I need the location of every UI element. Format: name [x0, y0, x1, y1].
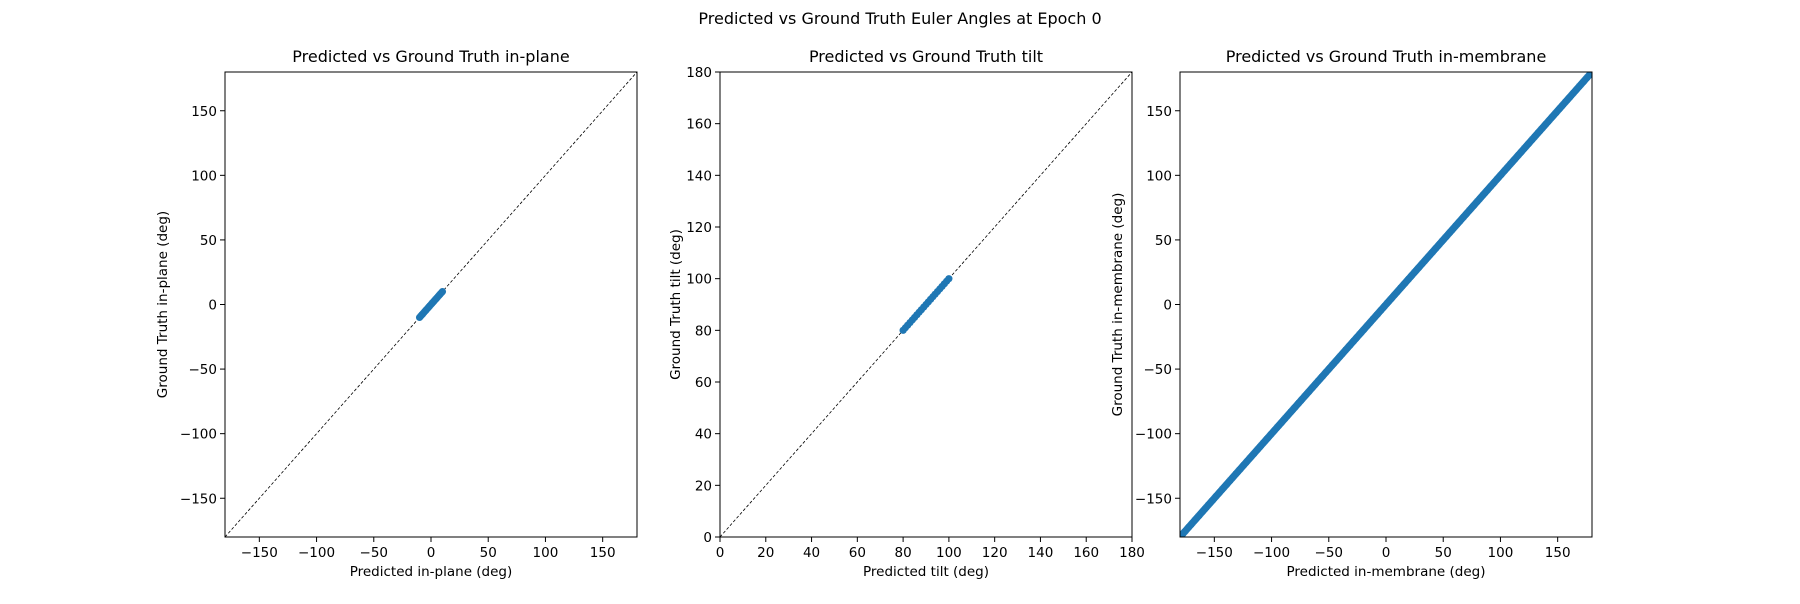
y-tick-label: 140 — [686, 168, 712, 184]
subplot-tilt: Predicted vs Ground Truth tilt Predicted… — [668, 47, 1145, 580]
subplot-title: Predicted vs Ground Truth in-membrane — [1226, 47, 1547, 66]
y-tick-label: 0 — [703, 530, 712, 546]
y-tick-label: −150 — [180, 491, 217, 507]
y-tick-label: 120 — [686, 220, 712, 236]
x-tick-label: −100 — [298, 545, 335, 561]
y-tick-label: 0 — [1163, 298, 1172, 314]
x-tick-label: 100 — [936, 545, 962, 561]
subplot-in-membrane: Predicted vs Ground Truth in-membrane Pr… — [1110, 47, 1593, 580]
x-tick-label: 140 — [1028, 545, 1054, 561]
scatter-points — [1180, 72, 1592, 537]
y-tick-label: −100 — [1135, 427, 1172, 443]
x-tick-label: 50 — [1435, 545, 1452, 561]
x-tick-label: −150 — [1196, 545, 1233, 561]
x-tick-label: 160 — [1073, 545, 1099, 561]
y-axis-label: Ground Truth in-membrane (deg) — [1110, 193, 1126, 417]
y-tick-label: 80 — [695, 323, 712, 339]
scatter-point — [1588, 72, 1592, 76]
x-tick-label: 40 — [803, 545, 820, 561]
y-tick-label: 100 — [686, 272, 712, 288]
x-tick-label: 20 — [757, 545, 774, 561]
y-tick-label: −50 — [1144, 362, 1173, 378]
y-tick-label: 0 — [208, 298, 217, 314]
scatter-points — [899, 275, 953, 334]
y-tick-label: 60 — [695, 375, 712, 391]
x-tick-label: 150 — [1545, 545, 1571, 561]
y-tick-label: 150 — [191, 104, 217, 120]
y-tick-label: 100 — [1146, 168, 1172, 184]
scatter-point — [945, 275, 953, 283]
subplot-in-plane: Predicted vs Ground Truth in-plane Predi… — [155, 47, 638, 580]
y-tick-label: 50 — [200, 233, 217, 249]
x-tick-label: 100 — [1488, 545, 1514, 561]
y-tick-label: 40 — [695, 427, 712, 443]
x-tick-label: −50 — [360, 545, 389, 561]
y-tick-label: −50 — [189, 362, 218, 378]
figure-suptitle: Predicted vs Ground Truth Euler Angles a… — [698, 9, 1101, 28]
subplot-title: Predicted vs Ground Truth tilt — [809, 47, 1043, 66]
y-tick-label: 50 — [1155, 233, 1172, 249]
y-tick-label: −100 — [180, 427, 217, 443]
axes-frame — [719, 71, 1133, 538]
x-tick-label: 0 — [427, 545, 436, 561]
x-tick-label: 120 — [982, 545, 1008, 561]
y-tick-label: 160 — [686, 117, 712, 133]
y-tick-label: −150 — [1135, 491, 1172, 507]
x-tick-label: −150 — [241, 545, 278, 561]
y-axis-label: Ground Truth tilt (deg) — [668, 229, 684, 380]
x-axis-label: Predicted in-membrane (deg) — [1287, 564, 1486, 580]
x-tick-label: 50 — [480, 545, 497, 561]
x-tick-label: −100 — [1253, 545, 1290, 561]
y-tick-label: 20 — [695, 478, 712, 494]
x-tick-label: 60 — [849, 545, 866, 561]
x-tick-label: 80 — [895, 545, 912, 561]
x-tick-label: −50 — [1315, 545, 1344, 561]
x-axis-label: Predicted tilt (deg) — [863, 564, 989, 580]
y-axis-label: Ground Truth in-plane (deg) — [155, 211, 171, 398]
subplot-title: Predicted vs Ground Truth in-plane — [292, 47, 569, 66]
x-tick-label: 0 — [716, 545, 725, 561]
scatter-points — [415, 287, 447, 322]
y-tick-label: 150 — [1146, 104, 1172, 120]
x-axis-label: Predicted in-plane (deg) — [350, 564, 513, 580]
x-tick-label: 180 — [1119, 545, 1145, 561]
x-tick-label: 100 — [533, 545, 559, 561]
y-tick-label: 180 — [686, 65, 712, 81]
x-tick-label: 150 — [590, 545, 616, 561]
y-tick-label: 100 — [191, 168, 217, 184]
x-tick-label: 0 — [1382, 545, 1391, 561]
scatter-point — [438, 287, 447, 296]
